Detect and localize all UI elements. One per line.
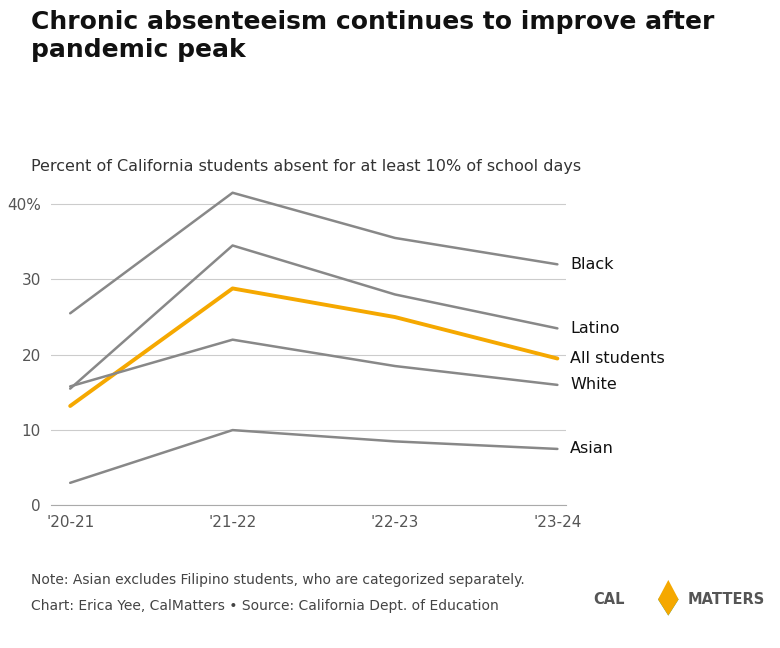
Text: All students: All students bbox=[570, 351, 665, 366]
Text: Chart: Erica Yee, CalMatters • Source: California Dept. of Education: Chart: Erica Yee, CalMatters • Source: C… bbox=[31, 599, 499, 614]
Text: White: White bbox=[570, 377, 617, 393]
Text: CAL: CAL bbox=[593, 592, 624, 607]
Text: Asian: Asian bbox=[570, 441, 614, 456]
Text: Black: Black bbox=[570, 257, 614, 272]
Polygon shape bbox=[658, 586, 679, 616]
Text: Note: Asian excludes Filipino students, who are categorized separately.: Note: Asian excludes Filipino students, … bbox=[31, 573, 525, 588]
Text: MATTERS: MATTERS bbox=[687, 592, 764, 607]
Text: Chronic absenteeism continues to improve after
pandemic peak: Chronic absenteeism continues to improve… bbox=[31, 10, 714, 62]
Text: Latino: Latino bbox=[570, 321, 620, 336]
Polygon shape bbox=[658, 580, 679, 616]
Text: Percent of California students absent for at least 10% of school days: Percent of California students absent fo… bbox=[31, 159, 581, 174]
